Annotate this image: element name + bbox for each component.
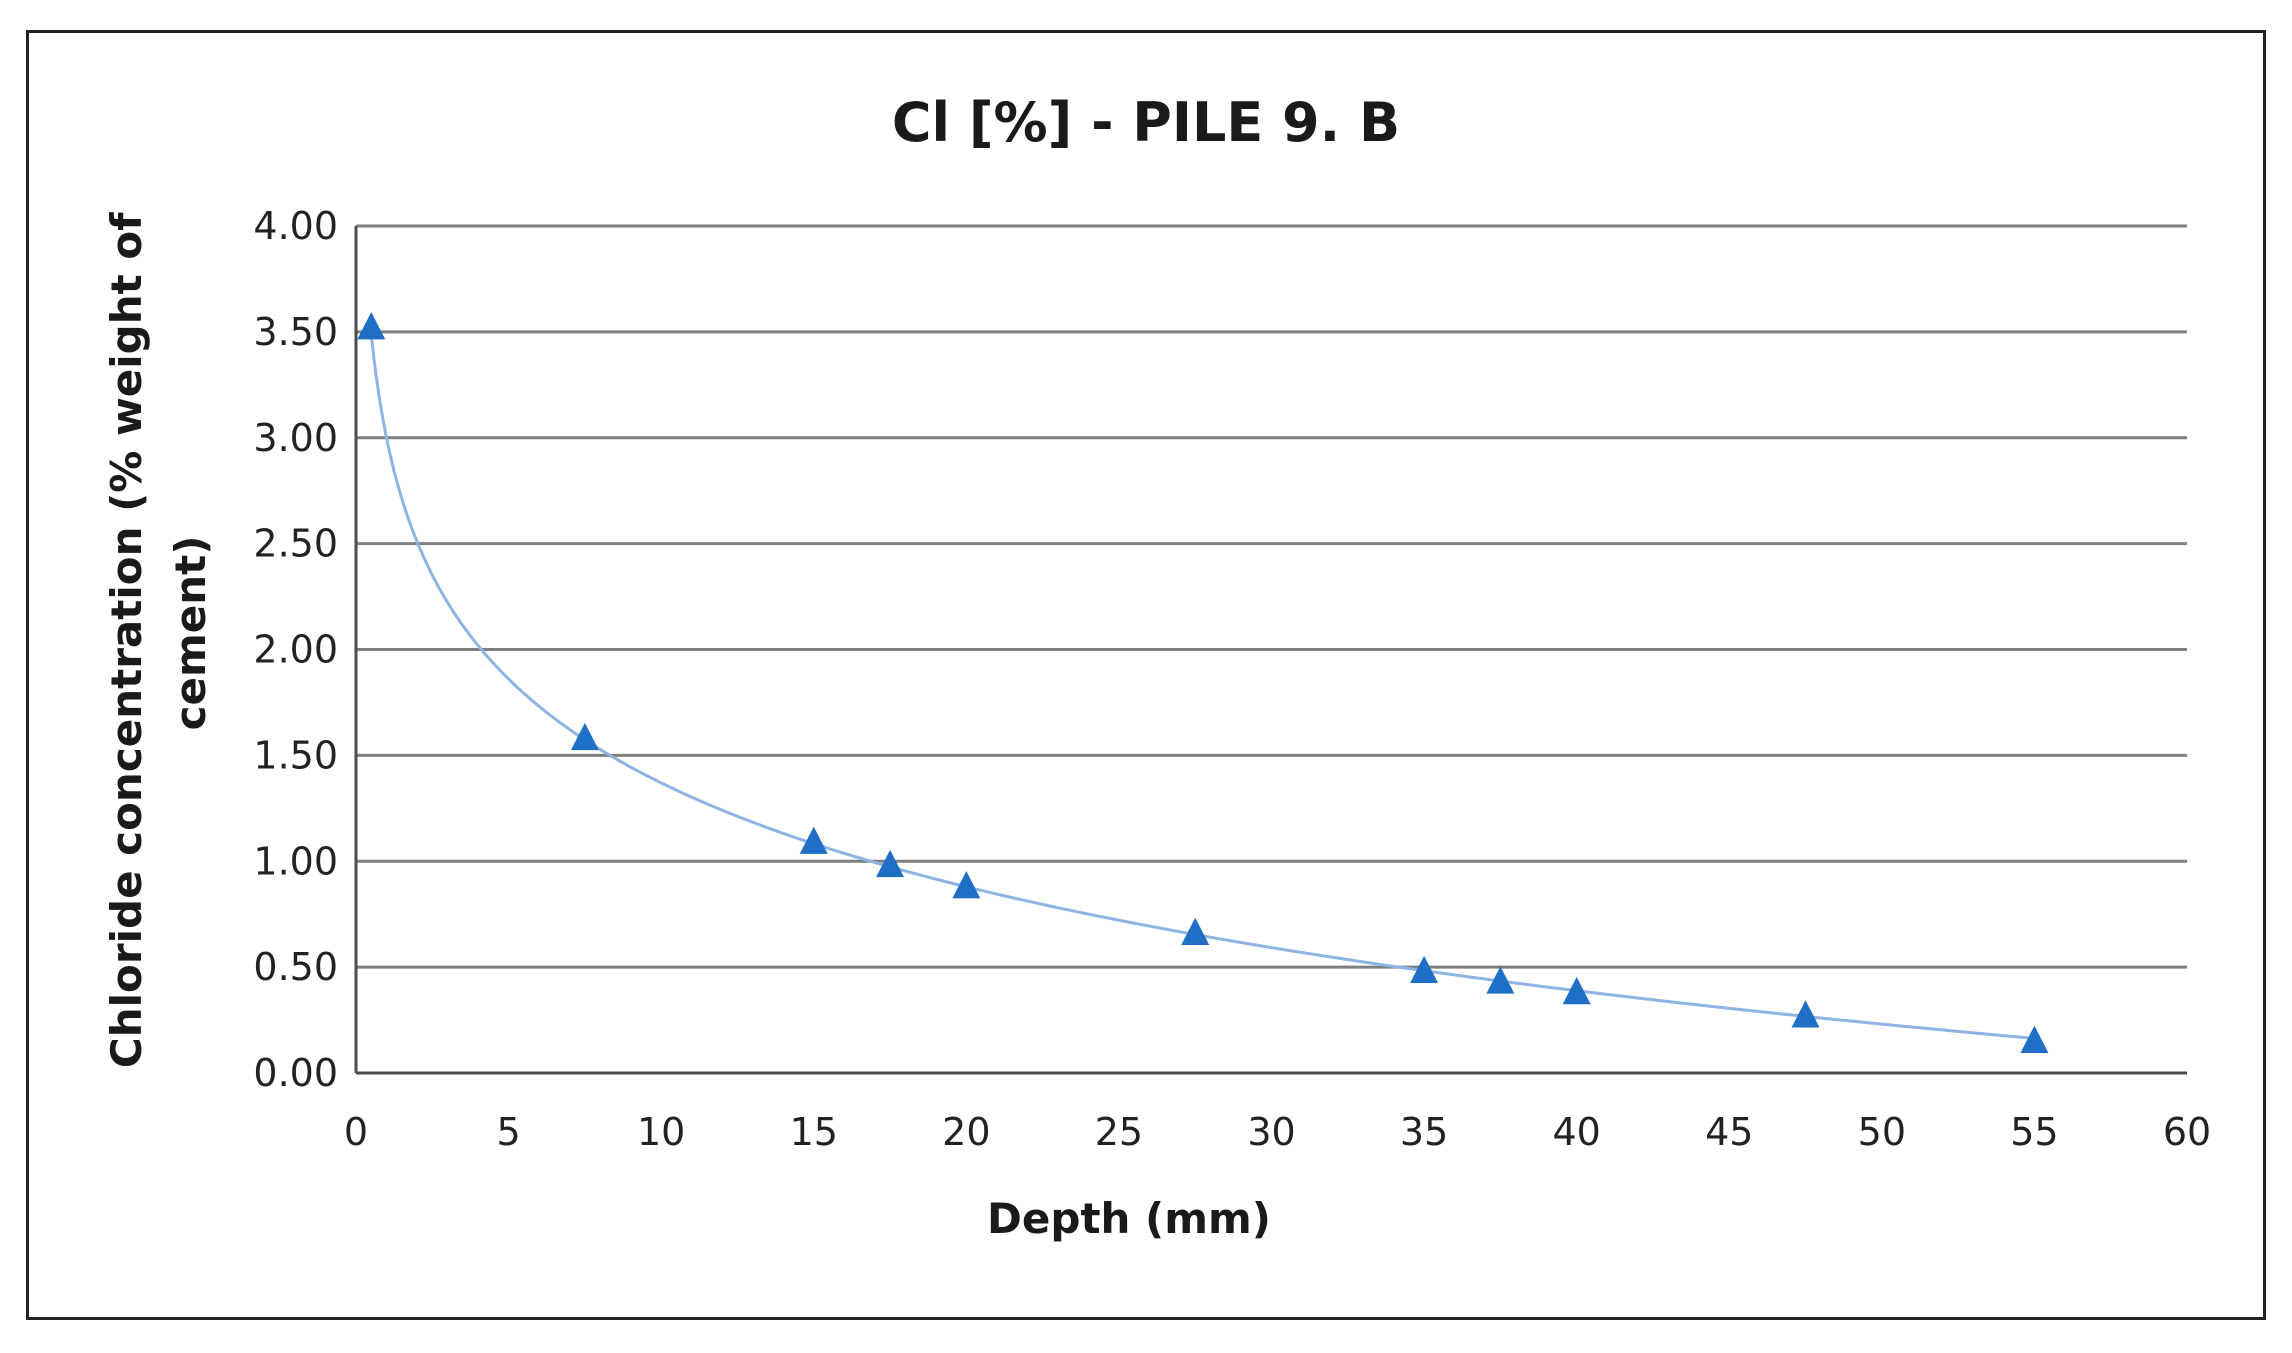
data-points [357, 312, 2049, 1053]
trendline-group [369, 333, 2035, 1040]
grid-lines [356, 224, 2187, 969]
y-tick-labels: 0.00 0.50 1.00 1.50 2.00 2.50 3.00 3.50 4.00 [253, 204, 338, 1095]
y-axis-title-line-1: Chloride concentration (% weight of [102, 212, 151, 1068]
y-tick-label: 2.00 [253, 628, 338, 672]
x-tick-label: 55 [2010, 1110, 2058, 1154]
x-tick-label: 25 [1095, 1110, 1143, 1154]
data-point-marker [1562, 976, 1591, 1005]
y-tick-label: 0.00 [253, 1051, 338, 1095]
y-tick-label: 2.50 [253, 522, 338, 566]
data-point-marker [357, 312, 386, 340]
y-tick-label: 1.50 [253, 733, 338, 777]
x-tick-label: 50 [1858, 1110, 1906, 1154]
data-point-marker [952, 871, 981, 899]
y-tick-label: 3.00 [253, 416, 338, 460]
x-tick-label: 60 [2163, 1110, 2211, 1154]
y-axis-title-line-2: cement) [166, 536, 215, 731]
data-point-marker [1181, 917, 1210, 945]
x-tick-labels: 0 5 10 15 20 25 30 35 40 45 50 55 60 [344, 1110, 2211, 1154]
data-point-marker [1410, 955, 1439, 984]
trendline [369, 333, 2035, 1040]
x-tick-label: 45 [1705, 1110, 1753, 1154]
y-tick-label: 1.00 [253, 839, 338, 883]
axes [354, 226, 2187, 1075]
chart-title: Cl [%] - PILE 9. B [892, 91, 1400, 154]
y-axis-title: Chloride concentration (% weight of ceme… [102, 198, 215, 1068]
y-tick-label: 3.50 [253, 310, 338, 354]
data-point-marker [799, 826, 828, 854]
y-tick-label: 0.50 [253, 945, 338, 989]
x-axis-title: Depth (mm) [987, 1194, 1271, 1243]
data-point-marker [1486, 966, 1515, 994]
data-point-marker [1791, 1000, 1820, 1028]
x-tick-label: 20 [942, 1110, 990, 1154]
x-tick-label: 35 [1400, 1110, 1448, 1154]
x-tick-label: 30 [1247, 1110, 1295, 1154]
data-point-marker [570, 722, 599, 751]
chart-svg: Cl [%] - PILE 9. B 0.00 0.50 1.00 1.50 2.00 2… [102, 91, 2211, 1243]
y-tick-label: 4.00 [253, 204, 338, 248]
x-tick-label: 10 [637, 1110, 685, 1154]
data-point-marker [876, 849, 905, 878]
x-tick-label: 5 [496, 1110, 520, 1154]
x-tick-label: 40 [1552, 1110, 1600, 1154]
x-tick-label: 0 [344, 1110, 368, 1154]
x-tick-label: 15 [790, 1110, 838, 1154]
data-point-marker [2020, 1025, 2049, 1053]
chart-frame: Cl [%] - PILE 9. B 0.00 0.50 1.00 1.50 2.00 2… [26, 30, 2266, 1320]
